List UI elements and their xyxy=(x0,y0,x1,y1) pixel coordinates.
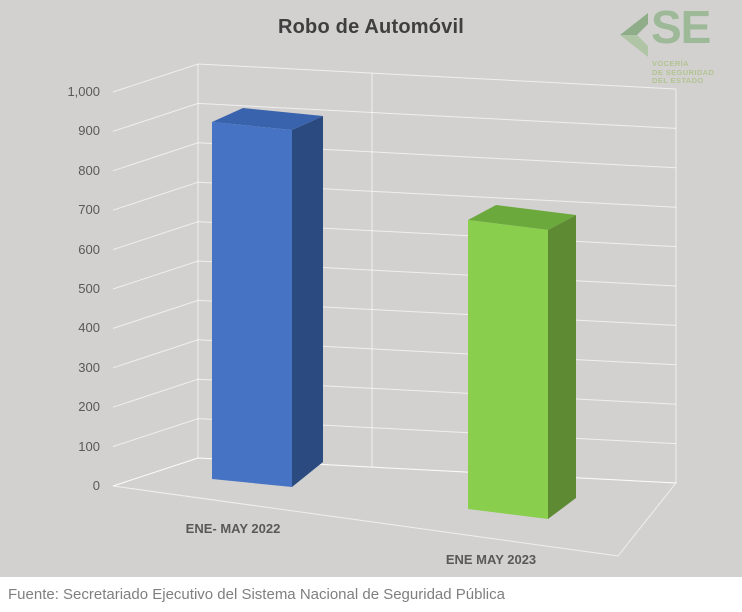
bar-side-face xyxy=(292,116,323,487)
se-logo-caption-line2: DE SEGURIDAD xyxy=(652,67,715,77)
se-logo: SE VOCERÍA DE SEGURIDAD DEL ESTADO xyxy=(616,4,734,88)
bar-top-face xyxy=(212,108,323,131)
se-logo-caption-line3: DEL ESTADO xyxy=(652,76,704,85)
y-axis-label: 400 xyxy=(78,320,100,336)
y-axis-label: 0 xyxy=(92,478,100,493)
y-axis-label: 100 xyxy=(78,438,100,454)
x-axis-label: ENE MAY 2023 xyxy=(445,552,537,567)
se-logo-caption-line1: VOCERÍA xyxy=(652,59,689,68)
bar-front-face xyxy=(212,122,292,487)
gridline xyxy=(112,221,677,251)
source-text: Fuente: Secretariado Ejecutivo del Siste… xyxy=(8,586,505,603)
se-logo-monogram: SE xyxy=(651,1,711,53)
y-axis-label: 500 xyxy=(78,281,100,296)
gridline xyxy=(112,181,677,211)
gridline xyxy=(112,339,677,369)
se-logo-caption: VOCERÍA DE SEGURIDAD DEL ESTADO xyxy=(652,59,734,86)
gridline xyxy=(112,418,677,448)
bar-top-face xyxy=(468,204,576,230)
y-axis-label: 900 xyxy=(78,123,100,139)
y-axis-label: 600 xyxy=(78,241,100,257)
gridline xyxy=(112,299,677,329)
source-bar: Fuente: Secretariado Ejecutivo del Siste… xyxy=(0,577,742,612)
bar-side-face xyxy=(548,214,576,519)
y-axis-label: 800 xyxy=(78,162,100,178)
x-axis-label: ENE- MAY 2022 xyxy=(185,521,281,536)
gridline xyxy=(112,260,677,290)
gridline xyxy=(112,63,677,93)
bar-front-face xyxy=(468,219,548,519)
gridline xyxy=(112,102,677,132)
se-logo-chevron-icon xyxy=(620,13,648,57)
gridline xyxy=(112,457,677,487)
y-axis-label: 200 xyxy=(78,399,100,415)
y-axis-label: 1,000 xyxy=(67,84,100,99)
chart-title: Robo de Automóvil xyxy=(278,16,464,38)
y-axis-label: 300 xyxy=(78,359,100,375)
gridline xyxy=(112,378,677,408)
floor-outline xyxy=(112,457,677,557)
gridline xyxy=(112,142,677,172)
y-axis-label: 700 xyxy=(78,202,100,218)
